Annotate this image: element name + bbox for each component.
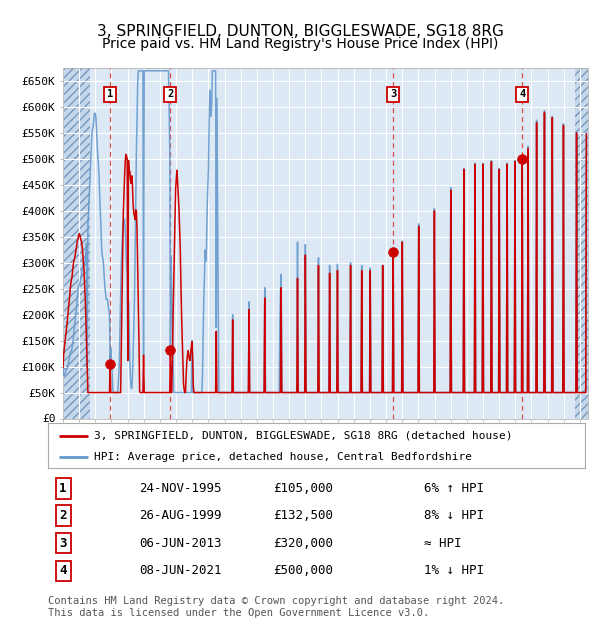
Text: 2: 2 [59, 509, 67, 522]
Text: Contains HM Land Registry data © Crown copyright and database right 2024.
This d: Contains HM Land Registry data © Crown c… [48, 596, 504, 618]
Text: 4: 4 [519, 89, 526, 99]
Text: £132,500: £132,500 [274, 509, 334, 522]
Text: 3, SPRINGFIELD, DUNTON, BIGGLESWADE, SG18 8RG (detached house): 3, SPRINGFIELD, DUNTON, BIGGLESWADE, SG1… [94, 430, 512, 441]
Text: 3: 3 [59, 537, 67, 550]
Bar [575, 68, 588, 418]
Text: ≈ HPI: ≈ HPI [424, 537, 461, 550]
Text: 3: 3 [390, 89, 396, 99]
Text: £500,000: £500,000 [274, 564, 334, 577]
Text: 6% ↑ HPI: 6% ↑ HPI [424, 482, 484, 495]
Text: HPI: Average price, detached house, Central Bedfordshire: HPI: Average price, detached house, Cent… [94, 452, 472, 462]
Text: 24-NOV-1995: 24-NOV-1995 [139, 482, 222, 495]
Text: 3, SPRINGFIELD, DUNTON, BIGGLESWADE, SG18 8RG: 3, SPRINGFIELD, DUNTON, BIGGLESWADE, SG1… [97, 24, 503, 38]
Text: 2: 2 [167, 89, 173, 99]
Text: 1: 1 [59, 482, 67, 495]
Text: 26-AUG-1999: 26-AUG-1999 [139, 509, 222, 522]
Text: 1: 1 [107, 89, 113, 99]
Text: £105,000: £105,000 [274, 482, 334, 495]
Text: 06-JUN-2013: 06-JUN-2013 [139, 537, 222, 550]
Bar [63, 68, 91, 418]
Text: 1% ↓ HPI: 1% ↓ HPI [424, 564, 484, 577]
Text: Price paid vs. HM Land Registry's House Price Index (HPI): Price paid vs. HM Land Registry's House … [102, 37, 498, 51]
Text: £320,000: £320,000 [274, 537, 334, 550]
Text: 8% ↓ HPI: 8% ↓ HPI [424, 509, 484, 522]
Text: 08-JUN-2021: 08-JUN-2021 [139, 564, 222, 577]
Text: 4: 4 [59, 564, 67, 577]
